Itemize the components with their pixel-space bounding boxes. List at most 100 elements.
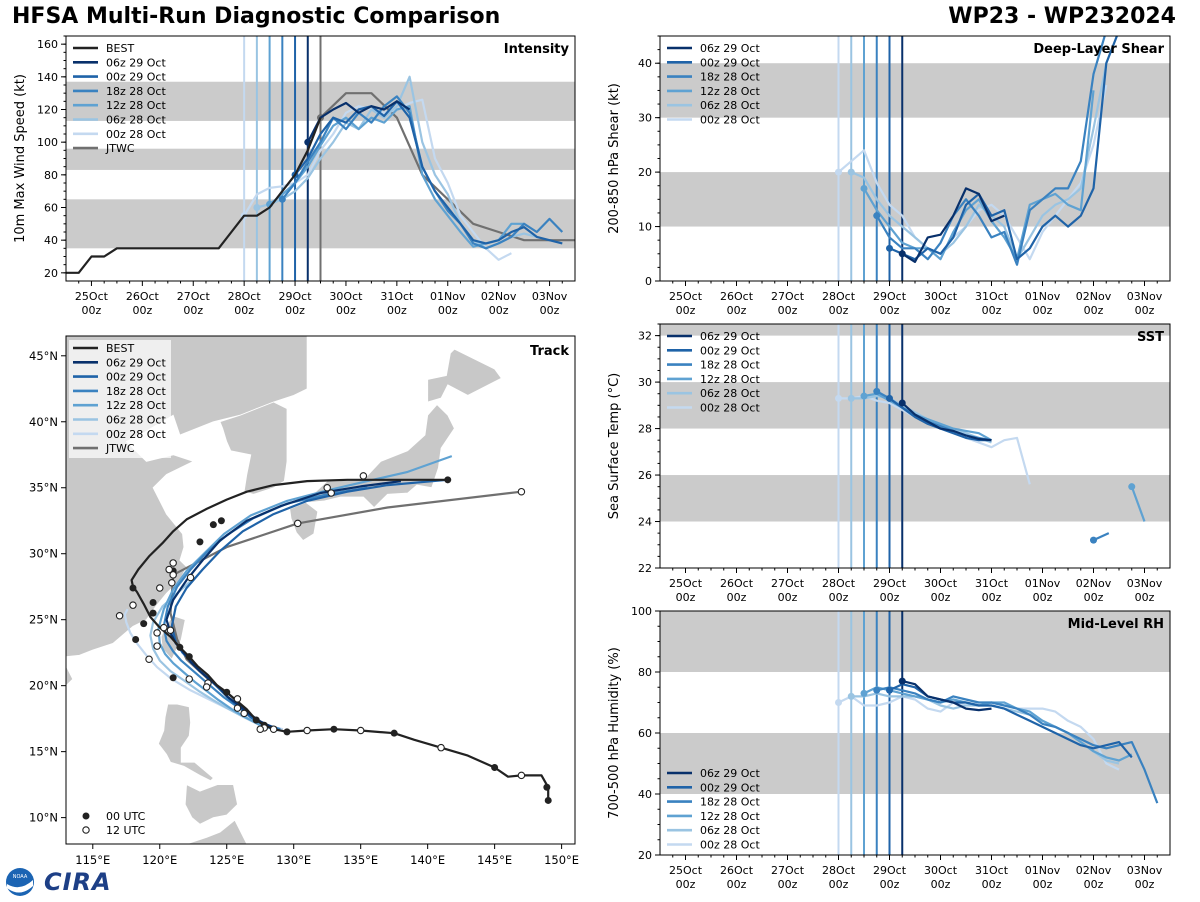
x-tick-sublabel: 00z (676, 878, 696, 891)
x-tick-sublabel: 00z (540, 304, 560, 317)
series-group (835, 36, 1119, 266)
legend-label: 06z 29 Oct (700, 330, 760, 343)
track-position-marker (129, 601, 137, 609)
legend-label: 06z 28 Oct (106, 414, 166, 427)
x-tick-sublabel: 00z (1033, 878, 1053, 891)
x-tick-sublabel: 00z (727, 878, 747, 891)
y-tick-label: 26 (638, 469, 652, 482)
x-tick-label: 29Oct (873, 290, 907, 303)
track-position-marker (149, 609, 157, 617)
legend-label: 12z 28 Oct (700, 810, 760, 823)
agency-logos: NOAA CIRA (4, 866, 114, 898)
track-position-marker (252, 716, 260, 724)
x-tick-sublabel: 00z (829, 591, 849, 604)
series-line (66, 117, 322, 274)
track-position-marker (517, 771, 526, 780)
x-tick-label: 02Nov (1076, 864, 1112, 877)
series-start-point (847, 692, 855, 700)
legend-label: 00z 29 Oct (700, 781, 760, 794)
legend-label: 00z 29 Oct (700, 56, 760, 69)
lat-tick-label: 15°N (29, 745, 58, 759)
y-tick-label: 20 (638, 166, 652, 179)
y-tick-label: 80 (44, 169, 58, 182)
x-tick-sublabel: 00z (880, 304, 900, 317)
legend-label: JTWC (105, 142, 135, 155)
series-start-point (1090, 536, 1097, 544)
x-tick-label: 28Oct (822, 577, 856, 590)
track-position-marker (185, 675, 193, 683)
y-tick-label: 20 (44, 267, 58, 280)
panel-title: Mid-Level RH (1068, 617, 1164, 632)
cira-logo: CIRA (44, 868, 112, 896)
x-tick-sublabel: 00z (982, 878, 1002, 891)
series-start-point (898, 677, 906, 685)
y-tick-label: 28 (638, 423, 652, 436)
marker-12utc-icon (82, 826, 90, 834)
legend-label: 00z 29 Oct (700, 344, 760, 357)
panel-title: Intensity (504, 42, 570, 57)
x-tick-sublabel: 00z (1135, 591, 1155, 604)
x-tick-sublabel: 00z (285, 304, 305, 317)
noaa-logo-icon: NOAA (6, 868, 34, 896)
x-tick-sublabel: 00z (1084, 591, 1104, 604)
x-tick-label: 29Oct (873, 864, 907, 877)
y-tick-label: 100 (631, 605, 652, 618)
legend-label: 00z 29 Oct (106, 71, 166, 84)
threshold-band (660, 733, 1170, 794)
x-tick-label: 29Oct (279, 290, 313, 303)
legend-label: JTWC (105, 442, 135, 455)
track-line (165, 480, 402, 729)
x-tick-sublabel: 00z (1033, 591, 1053, 604)
x-tick-sublabel: 00z (183, 304, 203, 317)
y-tick-label: 22 (638, 562, 652, 575)
legend-label: 06z 28 Oct (700, 99, 760, 112)
series-start-point (835, 699, 842, 706)
track-position-marker (140, 620, 148, 628)
legend-label: 06z 29 Oct (106, 356, 166, 369)
series-line (901, 402, 992, 442)
series-start-point (898, 399, 906, 407)
y-tick-label: 60 (44, 202, 58, 215)
track-position-marker (196, 538, 204, 546)
x-tick-sublabel: 00z (1084, 878, 1104, 891)
x-tick-label: 31Oct (975, 290, 1009, 303)
legend-label: 00z 28 Oct (106, 428, 166, 441)
lon-tick-label: 140°E (410, 853, 445, 867)
threshold-band (660, 611, 1170, 672)
land-luzon (157, 703, 214, 782)
series-line (901, 187, 1005, 263)
x-tick-label: 28Oct (822, 864, 856, 877)
track-position-marker (145, 655, 153, 664)
x-tick-sublabel: 00z (931, 878, 951, 891)
y-tick-label: 80 (638, 666, 652, 679)
x-tick-sublabel: 00z (778, 591, 798, 604)
lon-tick-label: 145°E (477, 853, 512, 867)
x-tick-sublabel: 00z (1135, 304, 1155, 317)
panel-intensity: 2040608010012014016025Oct00z26Oct00z27Oc… (13, 35, 576, 317)
marker-legend-label: 00 UTC (106, 810, 146, 823)
series-start-point (898, 250, 906, 258)
series-start-point (873, 212, 881, 220)
series-start-point (835, 394, 842, 402)
track-position-marker (269, 725, 278, 733)
x-tick-sublabel: 00z (931, 304, 951, 317)
legend-label: 06z 29 Oct (106, 56, 166, 69)
panel-shear: 01020304025Oct00z26Oct00z27Oct00z28Oct00… (607, 35, 1171, 317)
y-tick-label: 30 (638, 112, 652, 125)
x-tick-label: 01Nov (1025, 577, 1061, 590)
series-start-point (1128, 483, 1136, 491)
lon-tick-label: 125°E (209, 853, 244, 867)
x-tick-label: 26Oct (720, 864, 754, 877)
series-start-point (860, 689, 868, 697)
x-tick-label: 03Nov (1127, 577, 1163, 590)
legend-label: 12z 28 Oct (700, 373, 760, 386)
track-position-marker (283, 728, 291, 736)
x-tick-label: 28Oct (822, 290, 856, 303)
series-start-point (886, 686, 893, 694)
x-tick-sublabel: 00z (1135, 878, 1155, 891)
series-start-point (835, 168, 842, 176)
x-tick-label: 25Oct (669, 577, 703, 590)
series-line (294, 100, 563, 245)
y-tick-label: 60 (638, 727, 652, 740)
